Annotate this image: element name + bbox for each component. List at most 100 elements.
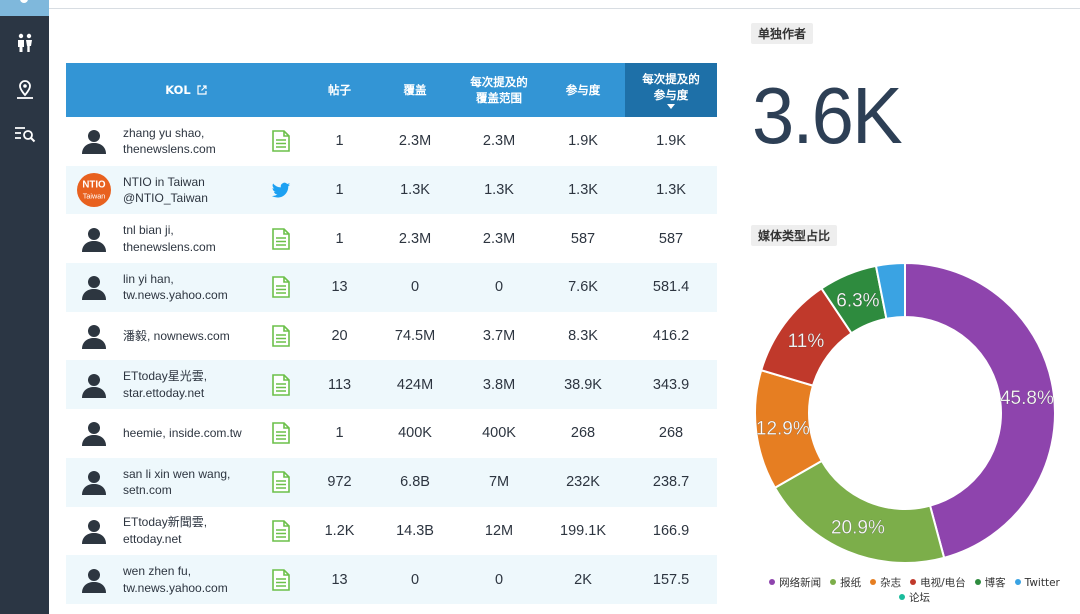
kol-source: setn.com bbox=[123, 483, 172, 498]
kol-name-cell[interactable]: ETtoday新聞雲, ettoday.net bbox=[121, 507, 256, 556]
document-icon[interactable] bbox=[271, 373, 291, 396]
header-reach[interactable]: 覆盖 bbox=[373, 63, 458, 117]
table-row[interactable]: NTIO Taiwan NTIO in Taiwan @NTIO_Taiwan 1 1.3… bbox=[66, 165, 718, 215]
table-row[interactable]: lin yi han, tw.news.yahoo.com 13 0 0 7.6K 581.… bbox=[66, 263, 718, 312]
legend-item[interactable]: 报纸 bbox=[830, 576, 861, 591]
table-row[interactable]: zhang yu shao, thenewslens.com 1 2.3M 2.3M 1.… bbox=[66, 117, 717, 166]
avatar[interactable] bbox=[80, 517, 108, 545]
kol-name-cell[interactable]: san li xin wen wang, setn.com bbox=[121, 458, 256, 507]
avatar-cell bbox=[66, 214, 121, 263]
document-icon[interactable] bbox=[271, 227, 291, 250]
avatar[interactable] bbox=[80, 273, 108, 301]
header-posts[interactable]: 帖子 bbox=[306, 63, 374, 117]
kol-name-cell[interactable]: zhang yu shao, thenewslens.com bbox=[121, 117, 256, 166]
table-row[interactable]: wen zhen fu, tw.news.yahoo.com 13 0 0 2K 157.5 bbox=[66, 555, 718, 604]
header-reach-per-mention[interactable]: 每次提及的覆盖范围 bbox=[457, 63, 542, 117]
cell-posts: 1 bbox=[335, 182, 344, 199]
donut-slice-label: 12.9% bbox=[756, 418, 810, 439]
media-type-cell bbox=[256, 507, 306, 556]
location-pin-icon[interactable] bbox=[14, 79, 36, 101]
twitter-icon[interactable] bbox=[271, 179, 291, 201]
sidebar-item-profile[interactable] bbox=[0, 0, 49, 16]
kol-name-cell[interactable]: heemie, inside.com.tw bbox=[121, 409, 256, 458]
external-link-icon[interactable] bbox=[197, 85, 207, 95]
kol-name-cell[interactable]: wen zhen fu, tw.news.yahoo.com bbox=[121, 555, 256, 604]
legend-item[interactable]: 博客 bbox=[974, 576, 1006, 591]
donut-slice-label: 45.8% bbox=[1000, 388, 1054, 409]
kol-name: tnl bian ji, bbox=[123, 223, 174, 238]
media-type-cell bbox=[256, 166, 306, 215]
document-icon[interactable] bbox=[271, 130, 291, 153]
cell-engagement-per-mention: 268 bbox=[658, 425, 684, 442]
cell-posts: 1 bbox=[335, 425, 344, 442]
cell-engagement: 199.1K bbox=[560, 522, 607, 539]
cell-engagement: 1.9K bbox=[568, 133, 598, 150]
avatar[interactable] bbox=[80, 322, 108, 350]
cell-reach: 1.3K bbox=[400, 182, 430, 199]
avatar[interactable] bbox=[80, 468, 108, 496]
kol-name-cell[interactable]: 潘毅, nownews.com bbox=[121, 312, 256, 361]
document-icon[interactable] bbox=[271, 520, 291, 542]
table-row[interactable]: san li xin wen wang, setn.com 972 6.8B 7M 232… bbox=[66, 457, 718, 507]
cell-reach: 2.3M bbox=[398, 133, 432, 150]
document-icon[interactable] bbox=[271, 325, 291, 347]
cell-reach: 400K bbox=[398, 425, 432, 442]
media-type-cell bbox=[256, 214, 306, 263]
kol-name-cell[interactable]: ETtoday星光雲, star.ettoday.net bbox=[121, 360, 256, 409]
media-type-cell bbox=[256, 312, 306, 361]
kol-name: heemie, inside.com.tw bbox=[123, 426, 242, 441]
table-row[interactable]: 潘毅, nownews.com 20 74.5M 3.7M 8.3K 416.2 bbox=[66, 312, 717, 361]
table-row[interactable]: tnl bian ji, thenewslens.com 1 2.3M 2.3M 587 5… bbox=[66, 214, 717, 263]
unique-authors-value: 3.6K bbox=[752, 71, 903, 160]
kol-source: ettoday.net bbox=[123, 531, 182, 546]
avatar-cell bbox=[66, 555, 121, 604]
legend-item[interactable]: 网络新闻 bbox=[769, 576, 821, 591]
people-icon[interactable] bbox=[14, 32, 36, 54]
document-icon[interactable] bbox=[271, 568, 291, 591]
legend-item[interactable]: 杂志 bbox=[870, 576, 901, 591]
media-type-cell bbox=[256, 555, 306, 604]
table-row[interactable]: heemie, inside.com.tw 1 400K 400K 268 268 bbox=[66, 409, 717, 458]
cell-engagement: 232K bbox=[566, 474, 600, 491]
media-type-cell bbox=[256, 409, 306, 458]
legend-item[interactable]: Twitter bbox=[1014, 576, 1060, 591]
kol-source: tw.news.yahoo.com bbox=[123, 580, 228, 595]
table-row[interactable]: ETtoday星光雲, star.ettoday.net 113 424M 3.8M 38… bbox=[66, 360, 718, 410]
avatar[interactable] bbox=[80, 225, 108, 253]
legend-item[interactable]: 论坛 bbox=[899, 591, 930, 606]
donut-slice-label: 11% bbox=[788, 331, 825, 352]
avatar[interactable] bbox=[80, 419, 108, 447]
avatar[interactable] bbox=[80, 371, 108, 399]
cell-engagement-per-mention: 587 bbox=[658, 230, 684, 247]
document-icon[interactable] bbox=[271, 471, 291, 493]
document-icon[interactable] bbox=[271, 276, 291, 299]
table-row[interactable]: ETtoday新聞雲, ettoday.net 1.2K 14.3B 12M 199.1K… bbox=[66, 507, 717, 556]
cell-reach: 0 bbox=[410, 571, 420, 588]
cell-engagement-per-mention: 343.9 bbox=[652, 376, 690, 393]
sidebar bbox=[0, 0, 49, 614]
donut-slice[interactable] bbox=[904, 262, 1056, 560]
avatar-cell bbox=[66, 312, 121, 361]
cell-reach: 2.3M bbox=[398, 230, 432, 247]
donut-slice[interactable] bbox=[874, 262, 906, 320]
header-engagement[interactable]: 参与度 bbox=[541, 63, 626, 117]
cell-posts: 113 bbox=[327, 376, 352, 393]
kol-name: ETtoday星光雲, bbox=[123, 369, 208, 384]
avatar[interactable] bbox=[80, 127, 108, 155]
donut-slice[interactable] bbox=[773, 459, 946, 564]
kol-name-cell[interactable]: lin yi han, tw.news.yahoo.com bbox=[121, 263, 256, 312]
avatar[interactable] bbox=[80, 566, 108, 594]
kol-source: star.ettoday.net bbox=[123, 385, 205, 400]
cell-reach-per-mention: 400K bbox=[482, 425, 516, 442]
legend-item[interactable]: 电视/电台 bbox=[910, 576, 966, 591]
document-icon[interactable] bbox=[271, 422, 291, 445]
search-list-icon[interactable] bbox=[14, 124, 36, 146]
cell-reach-per-mention: 3.8M bbox=[482, 376, 516, 393]
kol-name-cell[interactable]: tnl bian ji, thenewslens.com bbox=[121, 214, 256, 263]
header-engagement-per-mention[interactable]: 每次提及的参与度 bbox=[625, 63, 718, 117]
kol-name: NTIO in Taiwan bbox=[123, 174, 205, 189]
header-kol[interactable]: KOL bbox=[66, 63, 307, 117]
kol-name-cell[interactable]: NTIO in Taiwan @NTIO_Taiwan bbox=[121, 166, 256, 215]
cell-reach: 424M bbox=[396, 376, 434, 393]
